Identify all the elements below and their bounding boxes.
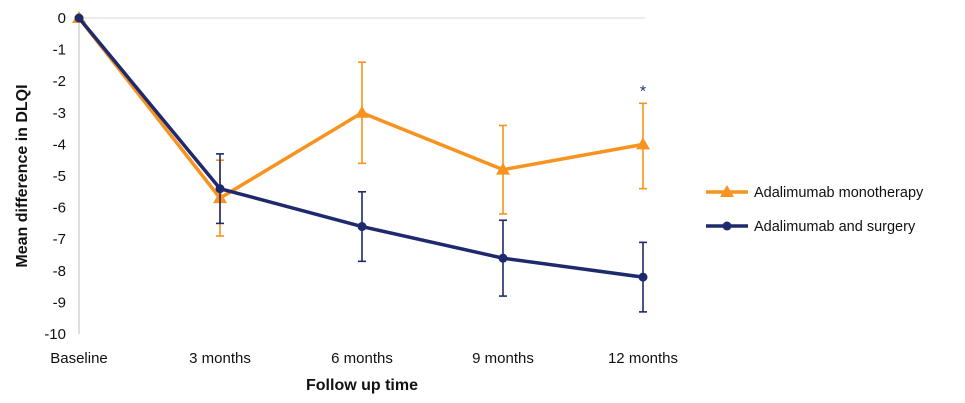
data-point xyxy=(355,105,369,118)
y-tick-label: -2 xyxy=(53,73,66,90)
x-tick-label: 12 months xyxy=(608,350,678,367)
legend-swatch-marker xyxy=(720,185,734,197)
x-tick-label: Baseline xyxy=(50,350,108,367)
x-tick-labels: Baseline 3 months 6 months 9 months 12 month… xyxy=(50,350,678,367)
axes xyxy=(78,17,645,334)
y-tick-label: 0 xyxy=(58,10,66,27)
series-layer xyxy=(72,11,650,313)
legend-label: Adalimumab monotherapy xyxy=(754,185,924,201)
series-adalimumab-monotherapy xyxy=(72,11,650,237)
series-line xyxy=(77,16,644,279)
y-tick-label: -5 xyxy=(53,168,66,185)
legend-item: Adalimumab monotherapy xyxy=(706,185,924,201)
legend-swatch-marker xyxy=(722,221,732,231)
series-adalimumab-and-surgery xyxy=(74,13,648,313)
x-axis-title: Follow up time xyxy=(306,377,418,394)
data-point xyxy=(74,13,84,23)
legend-item: Adalimumab and surgery xyxy=(706,219,916,235)
data-point xyxy=(636,137,650,150)
legend: Adalimumab monotherapy Adalimumab and sur… xyxy=(706,185,924,235)
y-tick-label: -6 xyxy=(53,200,66,217)
y-tick-label: -3 xyxy=(53,105,66,122)
y-axis-title: Mean difference in DLQI xyxy=(14,84,31,267)
x-tick-label: 3 months xyxy=(189,350,251,367)
x-tick-label: 9 months xyxy=(472,350,534,367)
y-tick-label: -4 xyxy=(53,136,66,153)
annotations: * xyxy=(640,84,646,101)
y-tick-label: -10 xyxy=(44,326,66,343)
significance-marker: * xyxy=(640,84,646,101)
data-point xyxy=(496,162,510,175)
y-tick-label: -8 xyxy=(53,263,66,280)
y-tick-label: -1 xyxy=(53,42,66,59)
legend-label: Adalimumab and surgery xyxy=(754,219,916,235)
data-point xyxy=(638,272,648,282)
data-point xyxy=(357,222,367,232)
x-tick-label: 6 months xyxy=(331,350,393,367)
y-tick-labels: 0 -1 -2 -3 -4 -5 -6 -7 -8 -9 -10 xyxy=(44,10,66,343)
data-point xyxy=(215,184,225,194)
y-tick-label: -7 xyxy=(53,231,66,248)
y-tick-label: -9 xyxy=(53,294,66,311)
data-point xyxy=(498,253,508,263)
